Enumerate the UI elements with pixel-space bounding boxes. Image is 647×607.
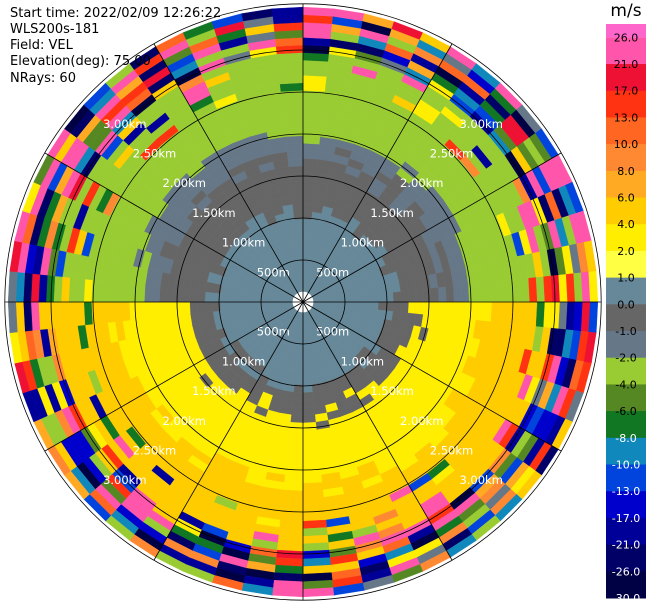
- colorbar-tick-label: -8.0: [615, 432, 636, 445]
- colorbar-tick-label: 0.0: [617, 298, 635, 311]
- colorbar-tick-label: -21.0: [612, 539, 640, 552]
- ppi-gates: [7, 6, 599, 598]
- colorbar-tick-label: -1.0: [615, 325, 636, 338]
- colorbar-tick-label: -4.0: [615, 378, 636, 391]
- colorbar-tick-label: 6.0: [617, 192, 635, 205]
- colorbar-tick-label: 17.0: [614, 85, 639, 98]
- colorbar-tick-label: -17.0: [612, 512, 640, 525]
- colorbar-tick-label: 1.0: [617, 272, 635, 285]
- colorbar-tick-label: 13.0: [614, 111, 639, 124]
- colorbar-tick-label: -26.0: [612, 565, 640, 578]
- colorbar-tick-label: 2.0: [617, 245, 635, 258]
- colorbar-tick-label: -6.0: [615, 405, 636, 418]
- colorbar-tick-label: -2.0: [615, 352, 636, 365]
- colorbar-tick-label: -10.0: [612, 459, 640, 472]
- colorbar-tick-label: -13.0: [612, 485, 640, 498]
- colorbar-tick-label: 21.0: [614, 58, 639, 71]
- colorbar-tick-label: 10.0: [614, 138, 639, 151]
- colorbar-tick-label: 4.0: [617, 218, 635, 231]
- colorbar-unit: m/s: [610, 1, 641, 21]
- colorbar-tick-label: 26.0: [614, 31, 639, 44]
- colorbar-tick-label: 8.0: [617, 165, 635, 178]
- colorbar-tick-label: -30.0: [612, 592, 640, 605]
